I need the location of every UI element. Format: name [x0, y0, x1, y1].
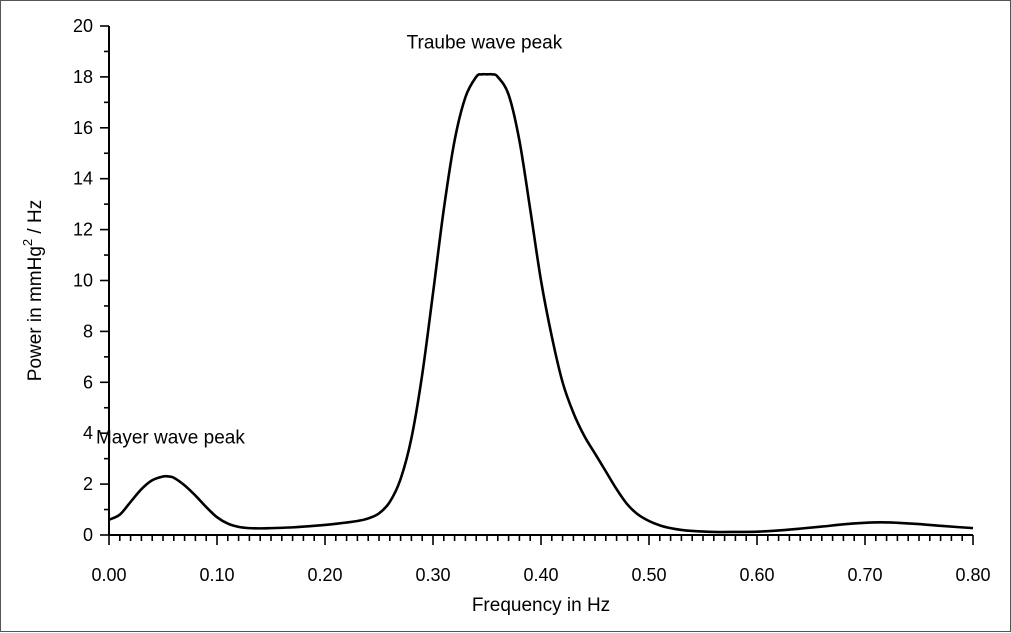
y-axis-title-main: Power in mmHg [25, 246, 46, 381]
y-tick-label: 0 [83, 525, 93, 545]
y-tick-label: 8 [83, 321, 93, 341]
y-tick-label: 12 [73, 220, 93, 240]
y-axis-title-superscript: 2 [20, 239, 35, 246]
y-axis-title: Power in mmHg2 / Hz [20, 200, 46, 381]
x-tick-labels: 0.00 0.10 0.20 0.30 0.40 0.50 0.60 0.70 0.80 [91, 565, 990, 585]
annotations: Traube wave peak Mayer wave peak [96, 32, 563, 448]
spectrum-line [108, 72, 974, 534]
y-tick-label: 6 [83, 372, 93, 392]
x-tick-label: 0.80 [955, 565, 990, 585]
x-tick-label: 0.00 [91, 565, 126, 585]
y-tick-labels: 0 2 4 6 8 10 12 14 16 18 20 [73, 16, 93, 545]
x-ticks [108, 535, 974, 545]
y-tick-label: 20 [73, 16, 93, 36]
y-tick-label: 18 [73, 67, 93, 87]
x-axis-title: Frequency in Hz [472, 595, 610, 616]
y-tick-label: 14 [73, 169, 93, 189]
x-tick-label: 0.70 [847, 565, 882, 585]
x-tick-label: 0.20 [307, 565, 342, 585]
y-axis-title-suffix: / Hz [25, 200, 46, 239]
x-tick-label: 0.30 [415, 565, 450, 585]
traube-peak-label: Traube wave peak [407, 32, 563, 53]
y-tick-label: 2 [83, 474, 93, 494]
x-tick-label: 0.50 [631, 565, 666, 585]
x-tick-label: 0.60 [739, 565, 774, 585]
y-tick-label: 16 [73, 118, 93, 138]
x-tick-label: 0.10 [199, 565, 234, 585]
y-ticks [100, 25, 109, 536]
x-tick-label: 0.40 [523, 565, 558, 585]
y-tick-label: 10 [73, 271, 93, 291]
mayer-peak-label: Mayer wave peak [96, 427, 245, 448]
y-tick-label: 4 [83, 423, 93, 443]
